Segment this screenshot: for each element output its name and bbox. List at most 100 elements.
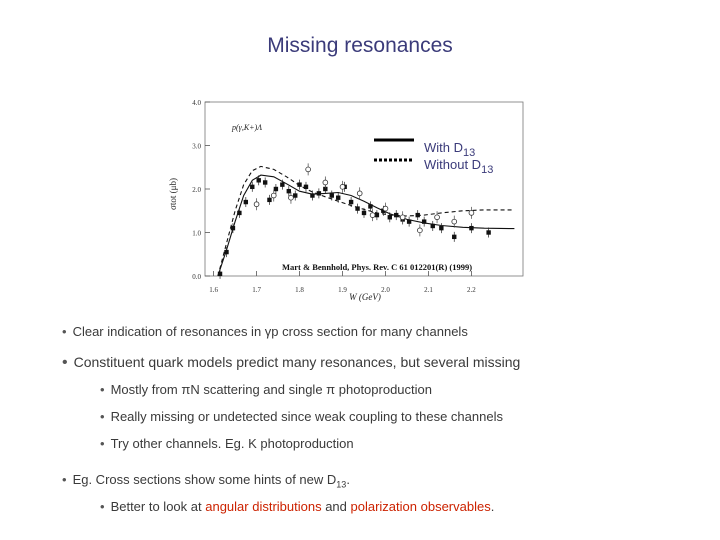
y-tick-label: 0.0: [192, 273, 201, 281]
bullet-text: Really missing or undetected since weak …: [110, 409, 503, 424]
citation-text: Mart & Bennhold, Phys. Rev. C 61 012201(…: [282, 262, 472, 272]
subbullet-other-channels: • Try other channels. Eg. K photoproducti…: [100, 436, 354, 451]
x-axis-ticks: 1.6 1.7 1.8 1.9 2.0 2.1 2.2: [209, 271, 476, 294]
bullet-dot: •: [62, 354, 68, 371]
d13-subscript: 13: [336, 479, 347, 490]
polarization-observables-text: polarization observables: [350, 499, 491, 514]
y-tick-label: 4.0: [192, 99, 201, 107]
data-points: [217, 163, 491, 279]
data-point-filled: [293, 193, 298, 198]
data-point-filled: [267, 197, 272, 203]
data-point-filled: [256, 178, 261, 183]
bullet-dot: •: [100, 499, 105, 514]
bullet-dot: •: [62, 472, 67, 487]
data-point-filled: [368, 204, 373, 209]
bullet-period: .: [490, 499, 495, 514]
data-point-open: [468, 210, 475, 216]
bullet-text: Mostly from πN scattering and single π p…: [110, 382, 432, 397]
data-point-filled: [439, 225, 444, 231]
data-point-filled: [415, 212, 420, 218]
x-tick-label: 1.7: [252, 286, 261, 294]
data-point-filled: [406, 219, 412, 224]
subbullet-weak-coupling: • Really missing or undetected since weak…: [100, 409, 503, 424]
data-point-filled: [297, 182, 302, 187]
data-point-open: [356, 190, 363, 197]
y-axis-ticks: 0.0 1.0 2.0 3.0 4.0: [192, 99, 210, 281]
y-tick-label: 1.0: [192, 230, 201, 238]
plot-frame: [204, 101, 524, 277]
data-point-filled: [336, 195, 341, 200]
x-tick-label: 1.9: [338, 286, 347, 294]
bullet-quark-models: • Constituent quark models predict many r…: [62, 354, 520, 372]
data-point-filled: [421, 219, 427, 224]
data-point-open: [417, 227, 423, 234]
bullet-text-and: and: [321, 499, 351, 514]
bullet-text: Better to look at: [110, 499, 206, 514]
bullet-dot: •: [100, 382, 105, 397]
data-point-open: [288, 194, 294, 201]
data-point-filled: [237, 210, 242, 216]
data-point-open: [339, 184, 346, 190]
data-point-open: [434, 214, 440, 221]
data-point-open: [253, 201, 260, 208]
data-point-filled: [430, 223, 435, 229]
data-point-open: [451, 218, 458, 225]
bullet-clear-indication: • Clear indication of resonances in γp cr…: [62, 324, 468, 339]
data-point-filled: [316, 191, 322, 196]
data-point-filled: [273, 186, 279, 192]
y-axis-label: σtot (μb): [168, 178, 178, 210]
data-point-filled: [230, 225, 236, 231]
data-point-open: [382, 205, 389, 212]
cross-section-chart: 0.0 1.0 2.0 3.0 4.0 1.6 1.7 1.8 1.9 2.0 2.1 2.2 σt…: [168, 99, 524, 302]
bullet-text: Constituent quark models predict many re…: [73, 354, 521, 370]
data-point-filled: [394, 212, 399, 218]
data-point-filled: [469, 225, 474, 231]
bullet-text: Eg. Cross sections show some hints of ne…: [72, 472, 337, 487]
data-point-filled: [280, 182, 285, 187]
angular-distributions-text: angular distributions: [205, 499, 322, 514]
bullet-d13-hints: • Eg. Cross sections show some hints of n…: [62, 472, 350, 490]
data-point-open: [305, 166, 311, 173]
data-point-filled: [486, 230, 491, 235]
bullet-text: Clear indication of resonances in γp cro…: [72, 324, 468, 339]
data-point-filled: [217, 271, 223, 277]
bullet-dot: •: [100, 436, 105, 451]
data-point-filled: [262, 180, 268, 185]
x-tick-label: 2.0: [381, 286, 390, 294]
bullet-text: Try other channels. Eg. K photoproductio…: [110, 436, 354, 451]
data-point-filled: [250, 184, 255, 190]
data-point-filled: [310, 193, 315, 198]
subbullet-better-observables: • Better to look at angular distributions…: [100, 499, 494, 514]
x-axis-label: W (GeV): [349, 292, 381, 302]
inset-reaction-label: p(γ,K+)Λ: [231, 123, 262, 132]
bullet-dot: •: [62, 324, 67, 339]
data-point-filled: [361, 210, 367, 216]
x-tick-label: 1.8: [295, 286, 304, 294]
data-point-filled: [387, 215, 392, 220]
slide-title: Missing resonances: [267, 34, 453, 57]
data-point-filled: [329, 193, 334, 198]
y-tick-label: 3.0: [192, 143, 201, 151]
x-tick-label: 1.6: [209, 286, 218, 294]
data-point-filled: [224, 249, 229, 255]
data-point-filled: [355, 206, 360, 211]
legend-without-d13: Without D13: [424, 157, 493, 176]
data-point-open: [369, 212, 376, 218]
data-point-filled: [243, 199, 249, 205]
x-tick-label: 2.2: [467, 286, 476, 294]
data-point-filled: [381, 208, 386, 213]
bullet-period: .: [346, 472, 350, 487]
data-point-open: [399, 214, 406, 221]
data-point-filled: [286, 188, 291, 194]
data-point-open: [270, 192, 277, 199]
subbullet-pin-scattering: • Mostly from πN scattering and single π …: [100, 382, 432, 397]
x-tick-label: 2.1: [424, 286, 433, 294]
data-point-filled: [303, 184, 309, 190]
data-point-open: [322, 179, 329, 186]
y-tick-label: 2.0: [192, 186, 201, 194]
data-point-filled: [348, 199, 354, 205]
data-point-filled: [374, 212, 380, 218]
legend-with-d13: With D13: [424, 140, 475, 159]
data-point-filled: [452, 234, 457, 240]
data-point-filled: [323, 186, 328, 192]
